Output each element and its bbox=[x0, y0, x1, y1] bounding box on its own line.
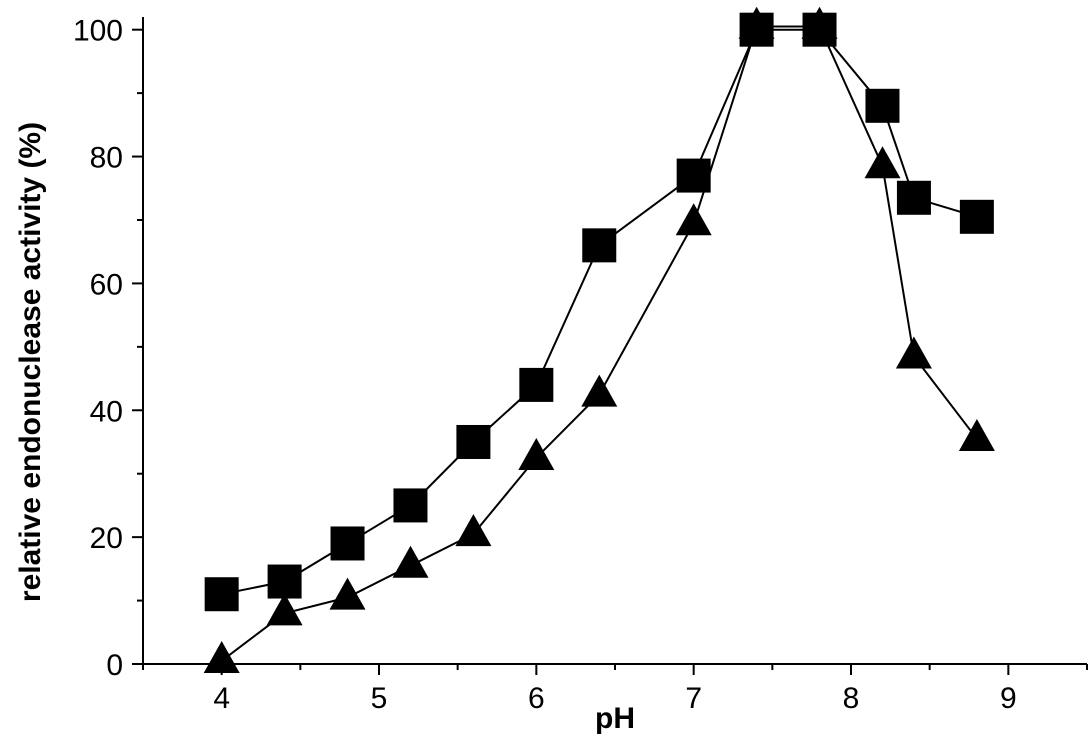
x-tick-label: 9 bbox=[1000, 682, 1017, 715]
triangle-point bbox=[518, 438, 555, 470]
series-layer bbox=[203, 6, 995, 673]
x-axis-title: pH bbox=[595, 702, 635, 735]
series-line-triangle bbox=[221, 25, 978, 662]
square-point bbox=[267, 564, 302, 599]
series-square bbox=[204, 12, 994, 612]
triangle-point bbox=[329, 577, 366, 610]
square-point bbox=[519, 367, 554, 402]
square-point bbox=[393, 488, 428, 523]
square-point bbox=[865, 88, 900, 123]
axes: 4 5 6 7 8 9 0 20 40 60 80 100 bbox=[73, 15, 1088, 715]
square-point bbox=[330, 526, 365, 561]
triangle-point bbox=[801, 6, 838, 39]
series-triangle bbox=[203, 6, 995, 673]
triangle-point bbox=[958, 419, 995, 451]
x-tick-label: 7 bbox=[685, 682, 702, 715]
y-tick-label: 40 bbox=[90, 395, 123, 428]
triangle-point bbox=[581, 374, 618, 407]
triangle-point bbox=[864, 146, 901, 179]
x-tick-label: 8 bbox=[843, 682, 860, 715]
y-tick-label: 80 bbox=[90, 142, 123, 175]
triangle-point bbox=[266, 593, 303, 626]
x-tick-label: 4 bbox=[213, 682, 230, 715]
square-point bbox=[896, 180, 931, 215]
triangle-point bbox=[203, 641, 240, 673]
x-tick-label: 6 bbox=[528, 682, 545, 715]
x-tick-label: 5 bbox=[371, 682, 388, 715]
triangle-point bbox=[675, 203, 712, 236]
y-tick-label: 60 bbox=[90, 268, 123, 301]
triangle-point bbox=[738, 6, 775, 39]
y-tick-label: 100 bbox=[73, 15, 123, 48]
series-line-square bbox=[221, 28, 978, 596]
square-point bbox=[582, 228, 617, 263]
triangle-point bbox=[392, 545, 429, 578]
square-point bbox=[456, 424, 491, 459]
square-point bbox=[204, 577, 239, 612]
triangle-point bbox=[895, 336, 932, 369]
square-point bbox=[959, 199, 994, 234]
triangle-point bbox=[455, 514, 492, 547]
y-tick-label: 0 bbox=[106, 649, 123, 682]
y-tick-label: 20 bbox=[90, 522, 123, 555]
y-axis-title: relative endonuclease activity (%) bbox=[14, 122, 47, 602]
